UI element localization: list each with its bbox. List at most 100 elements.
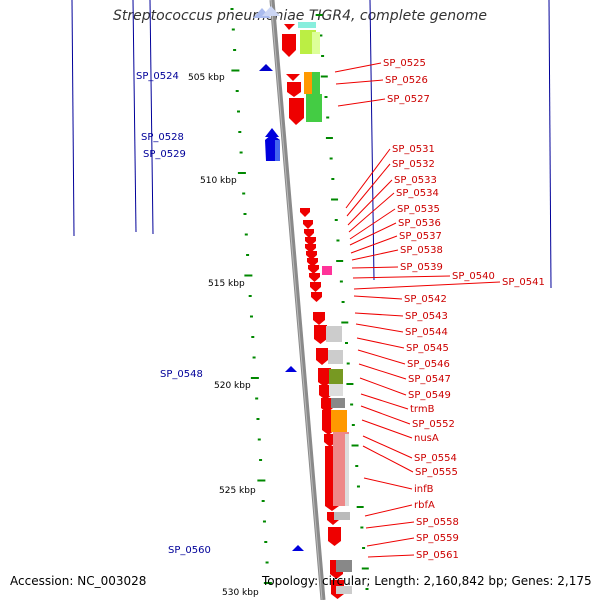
map-title: Streptococcus pneumoniae TIGR4, complete…	[113, 8, 487, 24]
gene-arrow	[300, 208, 310, 217]
scale-tick	[351, 424, 355, 426]
gene-label: SP_0555	[415, 467, 458, 478]
scale-tick	[246, 254, 250, 256]
feature-magenta-0539	[322, 266, 332, 275]
scale-tick	[350, 403, 354, 406]
label-line	[334, 62, 382, 73]
genome-backbone	[269, 0, 326, 600]
gene-label: SP_0541	[502, 277, 545, 288]
scale-tick	[361, 567, 369, 570]
label-line	[354, 312, 404, 317]
gene-label: SP_0526	[385, 75, 428, 86]
feature-lightgreen-top	[312, 32, 320, 54]
scale-tick	[235, 90, 239, 92]
gene-label: SP_0545	[406, 343, 449, 354]
scale-tick	[319, 34, 323, 37]
label-line	[352, 275, 451, 279]
gene-arrow	[321, 398, 333, 413]
scale-tick	[255, 397, 259, 400]
label-line	[335, 79, 384, 85]
red-arrow-top	[282, 34, 296, 57]
scale-tick	[264, 541, 268, 543]
gene-label: SP_0547	[408, 374, 451, 385]
blue-arrow-0560	[292, 545, 304, 551]
label-line	[345, 148, 391, 209]
gene-arrow	[303, 220, 313, 229]
label-line	[71, 0, 75, 237]
feature-olive-0549	[329, 369, 343, 384]
label-line	[349, 208, 396, 240]
feature-lightgrey-0561	[336, 586, 352, 594]
label-line	[364, 504, 413, 517]
blue-arrow-0524	[259, 64, 273, 71]
red-small-top	[284, 24, 295, 30]
gene-arrow	[318, 368, 331, 387]
feature-grey-0543	[326, 326, 342, 342]
scale-tick	[360, 526, 364, 529]
gene-label: SP_0525	[383, 58, 426, 69]
gene-arrow	[305, 244, 316, 253]
gene-label: SP_0546	[407, 359, 450, 370]
scale-tick	[239, 151, 243, 154]
label-line	[361, 419, 413, 439]
label-line	[362, 435, 413, 459]
gene-labels: SP_0524 SP_0528 SP_0529 SP_0548 SP_0560 SP_05…	[136, 58, 545, 561]
feature-grey-0549b	[329, 384, 343, 396]
label-line	[347, 179, 393, 226]
scale-tick	[244, 233, 248, 236]
label-line	[132, 0, 137, 233]
scale-tick	[334, 219, 338, 221]
scale-tick	[261, 500, 265, 502]
scale-tick	[315, 14, 323, 16]
scale-tick	[259, 459, 263, 461]
scale-tick	[231, 28, 235, 31]
blue-arrow-0548	[285, 366, 297, 372]
scale-tick	[244, 274, 253, 277]
label-line	[358, 363, 407, 380]
feature-green-0526	[312, 72, 320, 94]
feature-green-0527	[306, 94, 322, 122]
scale-tick	[233, 49, 237, 51]
label-line	[346, 163, 391, 217]
scale-label: 525 kbp	[219, 486, 256, 496]
label-line	[363, 477, 413, 490]
gene-arrow	[319, 385, 332, 400]
gene-label: SP_0544	[405, 327, 448, 338]
gene-label: SP_0524	[136, 71, 179, 82]
label-line	[360, 393, 409, 410]
gene-label: SP_0561	[416, 550, 459, 561]
red-arrow-0526	[287, 82, 301, 97]
gene-arrow	[328, 527, 341, 546]
blue-arrow-0529-shade	[275, 140, 280, 161]
scale-labels: 505 kbp 510 kbp 515 kbp 520 kbp 525 kbp 530 k…	[188, 73, 259, 598]
gene-arrow	[306, 251, 317, 260]
gene-label: SP_0542	[404, 294, 447, 305]
gene-label: SP_0558	[416, 517, 459, 528]
gene-label-lines	[71, 0, 552, 558]
scale-tick	[249, 315, 253, 318]
gene-label: SP_0533	[394, 175, 437, 186]
red-arrow-0525	[286, 74, 300, 81]
scale-tick	[242, 192, 246, 195]
red-arrow-0527	[289, 98, 304, 125]
scale-tick	[238, 131, 242, 133]
scale-tick	[250, 377, 259, 379]
gene-label: SP_0560	[168, 545, 211, 556]
accession-label: Accession: NC_003028	[10, 574, 147, 588]
label-line	[365, 521, 415, 529]
scale-tick	[236, 110, 240, 113]
gene-arrow	[305, 237, 316, 246]
scale-tick	[257, 479, 266, 482]
scale-tick	[263, 582, 272, 584]
gene-arrow	[313, 312, 325, 325]
scale-tick	[324, 96, 328, 98]
label-line	[149, 0, 154, 235]
scale-tick	[326, 116, 330, 119]
label-line	[362, 445, 414, 473]
gene-label: rbfA	[414, 500, 435, 511]
scale-tick	[351, 444, 359, 447]
label-line	[357, 349, 406, 365]
scale-label: 510 kbp	[200, 176, 237, 186]
label-line	[369, 0, 375, 281]
scale-tick	[257, 438, 261, 441]
